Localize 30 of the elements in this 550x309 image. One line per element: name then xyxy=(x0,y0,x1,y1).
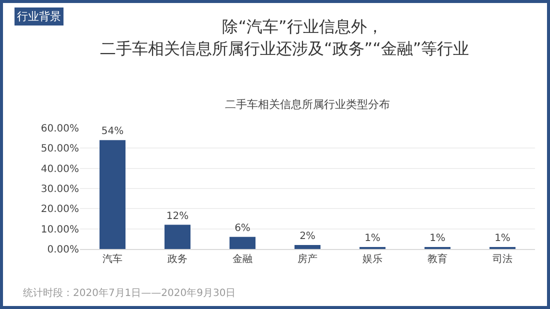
data-label: 1% xyxy=(430,232,446,244)
x-tick-label: 金融 xyxy=(232,253,252,265)
y-tick-label: 0.00% xyxy=(47,244,79,256)
bar xyxy=(230,236,256,249)
x-tick-label: 政务 xyxy=(168,253,188,265)
data-label: 2% xyxy=(300,230,316,242)
data-label: 54% xyxy=(101,126,124,138)
y-tick-label: 50.00% xyxy=(40,144,79,155)
y-tick-label: 20.00% xyxy=(40,204,79,216)
y-tick-label: 30.00% xyxy=(40,184,79,195)
data-label: 12% xyxy=(166,210,189,222)
text: 二手车相关信息所属行业类型分布 xyxy=(225,98,390,111)
text: 统计时段：2020年7月1日——2020年9月30日 xyxy=(23,287,236,299)
bar xyxy=(294,244,320,249)
y-tick-label: 10.00% xyxy=(40,224,79,236)
data-label: 1% xyxy=(494,232,510,244)
x-tick-label: 房产 xyxy=(298,253,318,265)
x-tick-label: 娱乐 xyxy=(362,253,382,265)
data-label: 6% xyxy=(234,222,250,234)
y-tick-label: 60.00% xyxy=(40,124,79,134)
text: 行业背景 xyxy=(17,10,61,23)
x-tick-label: 教育 xyxy=(428,253,448,265)
data-label: 1% xyxy=(364,232,380,244)
chart-subtitle: 二手车相关信息所属行业还涉及“政务”“金融”等行业 xyxy=(100,39,470,58)
x-tick-label: 司法 xyxy=(492,253,512,265)
y-tick-label: 40.00% xyxy=(40,164,79,175)
bar xyxy=(164,224,190,249)
x-tick-label: 汽车 xyxy=(102,253,122,265)
chart-title: 除“汽车”行业信息外， xyxy=(222,16,383,36)
bar xyxy=(100,140,126,249)
